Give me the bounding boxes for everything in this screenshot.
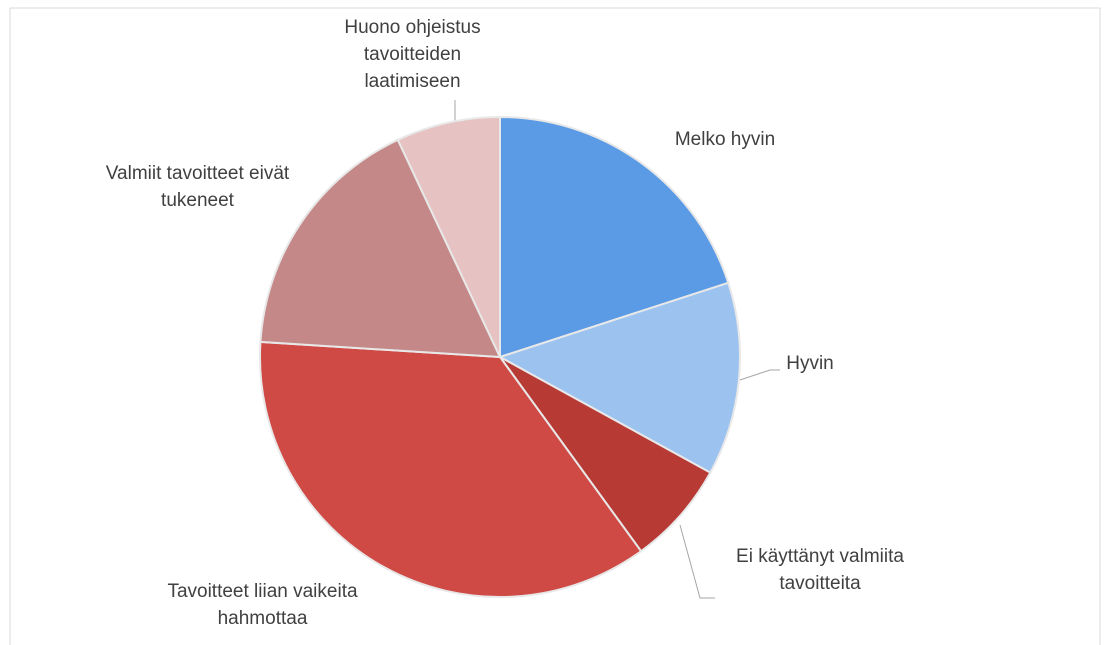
pie-slice bbox=[497, 281, 741, 474]
leader-line bbox=[739, 369, 780, 381]
slice-label: Hyvin bbox=[786, 353, 834, 374]
slice-label: Melko hyvin bbox=[674, 129, 776, 150]
pie bbox=[259, 115, 741, 598]
chart-frame bbox=[9, 7, 1101, 645]
pie-slice bbox=[499, 115, 730, 359]
slice-label: Ei käyttänyt valmiita tavoitteita bbox=[736, 546, 904, 594]
slice-label: Huono ohjeistus tavoitteiden laatimiseen bbox=[344, 17, 481, 92]
pie-slice bbox=[499, 356, 712, 553]
pie-slice bbox=[259, 340, 643, 598]
slice-label: Valmiit tavoitteet eivät tukeneet bbox=[105, 163, 290, 211]
pie-slice bbox=[259, 138, 502, 359]
slice-label: Tavoitteet liian vaikeita hahmottaa bbox=[167, 581, 358, 629]
pie-slice bbox=[396, 115, 501, 358]
leader-line bbox=[679, 524, 715, 599]
